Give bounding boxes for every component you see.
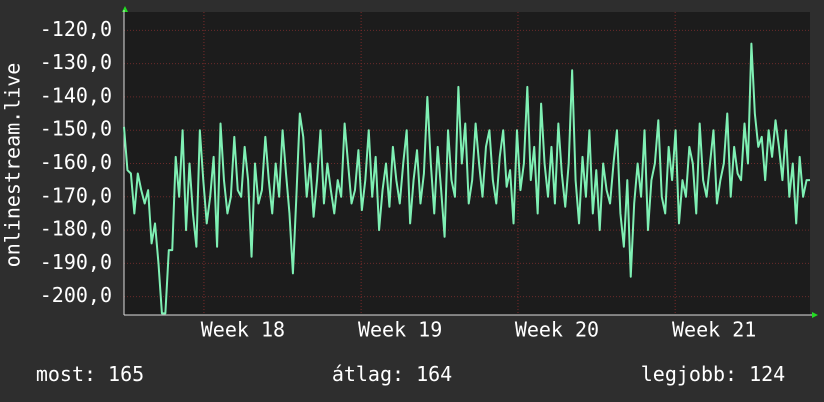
stat-value: 165 (108, 362, 144, 386)
stat-label: átlag: (332, 362, 404, 386)
y-axis-label: onlinestream.live (1, 63, 25, 268)
y-tick-label: -140,0 (40, 83, 112, 107)
stat-label: legjobb: (641, 362, 737, 386)
axis-arrow (812, 312, 818, 318)
x-tick-label: Week 18 (201, 318, 285, 342)
y-tick-label: -150,0 (40, 117, 112, 141)
y-tick-label: -200,0 (40, 283, 112, 307)
x-tick-label: Week 20 (515, 318, 599, 342)
y-tick-label: -170,0 (40, 183, 112, 207)
stat-value: 164 (416, 362, 452, 386)
x-tick-label: Week 21 (672, 318, 756, 342)
stat-value: 124 (749, 362, 785, 386)
y-tick-label: -180,0 (40, 217, 112, 241)
y-tick-label: -160,0 (40, 150, 112, 174)
footer-stat: átlag: 164 (332, 362, 452, 386)
y-tick-label: -120,0 (40, 17, 112, 41)
y-tick-label: -130,0 (40, 50, 112, 74)
footer-stat: most: 165 (36, 362, 144, 386)
y-tick-label: -190,0 (40, 250, 112, 274)
x-tick-label: Week 19 (358, 318, 442, 342)
stat-label: most: (36, 362, 96, 386)
footer-stat: legjobb: 124 (641, 362, 785, 386)
data-line (123, 42, 810, 315)
